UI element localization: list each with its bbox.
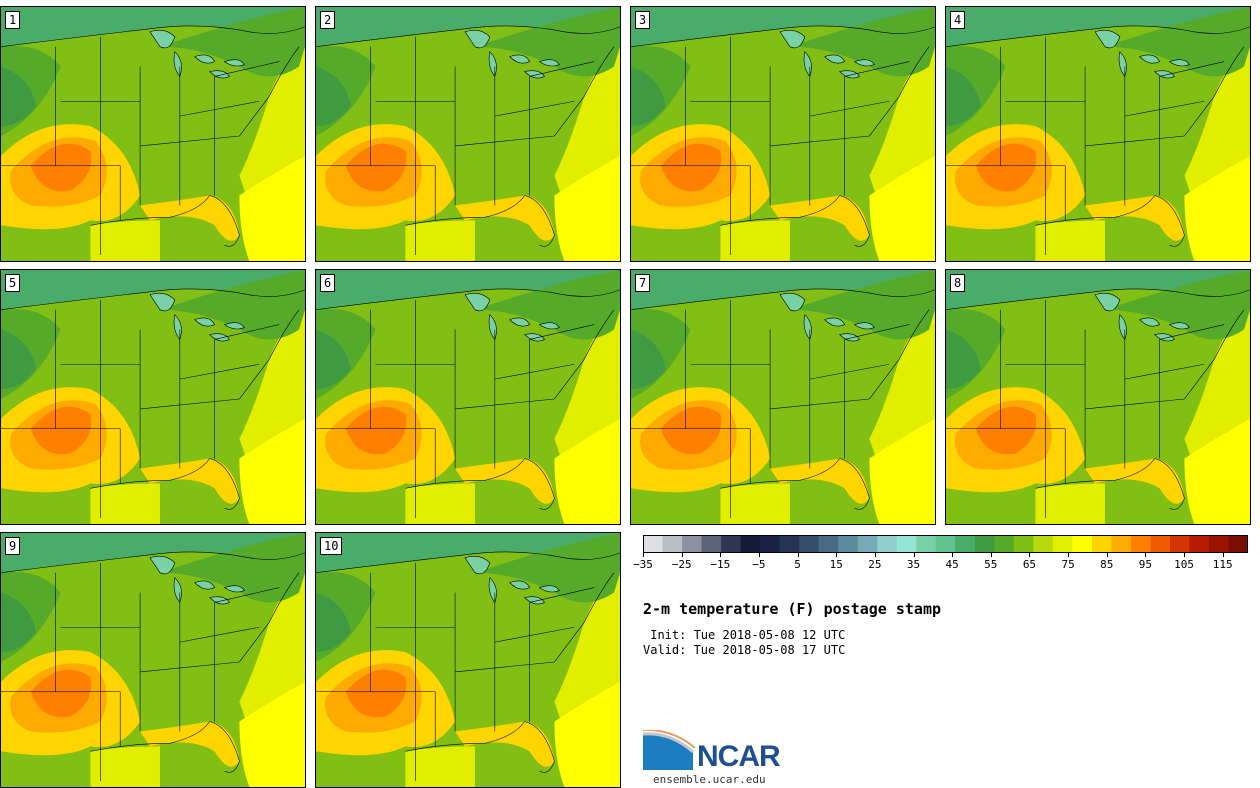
- colorbar-tick-mark: [1068, 553, 1070, 557]
- colorbar-swatch: [1111, 535, 1132, 553]
- colorbar-swatch: [779, 535, 800, 553]
- member-label: 6: [320, 274, 336, 292]
- colorbar-tick-label: 65: [1022, 558, 1037, 571]
- colorbar-swatch: [974, 535, 995, 553]
- member-label: 7: [635, 274, 651, 292]
- colorbar-tick-label: 55: [984, 558, 998, 571]
- colorbar-tick-label: 45: [945, 558, 959, 571]
- colorbar-swatch: [935, 535, 956, 553]
- colorbar-swatch: [1033, 535, 1054, 553]
- colorbar-tick-label: −35: [633, 558, 653, 571]
- colorbar-swatch: [643, 535, 664, 553]
- member-label: 10: [320, 537, 343, 555]
- member-label: 8: [950, 274, 966, 292]
- colorbar-tick-mark: [1222, 553, 1224, 557]
- ensemble-member-map-1: 1: [0, 6, 306, 262]
- colorbar-tick-label: 15: [829, 558, 843, 571]
- colorbar-swatch: [818, 535, 839, 553]
- colorbar-tick-label: 75: [1061, 558, 1075, 571]
- colorbar-tick-label: 85: [1100, 558, 1114, 571]
- colorbar-tick-mark: [913, 553, 915, 557]
- colorbar-tick-mark: [952, 553, 954, 557]
- colorbar-swatch: [721, 535, 742, 553]
- colorbar-tick-label: −5: [752, 558, 766, 571]
- colorbar-swatch: [857, 535, 878, 553]
- colorbar-tick-label: 25: [868, 558, 882, 571]
- member-label: 2: [320, 11, 336, 29]
- colorbar-swatch: [760, 535, 781, 553]
- colorbar-swatch: [877, 535, 898, 553]
- colorbar-swatch: [662, 535, 683, 553]
- ensemble-member-map-6: 6: [315, 269, 621, 525]
- ensemble-member-map-7: 7: [630, 269, 936, 525]
- colorbar-tick-mark: [1184, 553, 1186, 557]
- ensemble-member-map-5: 5: [0, 269, 306, 525]
- colorbar-tick-mark: [836, 553, 838, 557]
- colorbar-tick-mark: [1029, 553, 1031, 557]
- ensemble-member-map-8: 8: [945, 269, 1251, 525]
- member-label: 5: [5, 274, 21, 292]
- colorbar-swatch: [838, 535, 859, 553]
- colorbar-tick-mark: [758, 553, 760, 557]
- colorbar-tick-label: 105: [1174, 558, 1194, 571]
- colorbar-swatch: [896, 535, 917, 553]
- colorbar-tick-label: 35: [906, 558, 921, 571]
- member-label: 3: [635, 11, 651, 29]
- colorbar-tick-label: 115: [1212, 558, 1233, 571]
- temperature-colorbar: [643, 535, 1248, 553]
- colorbar-swatch: [1052, 535, 1073, 553]
- colorbar-swatch: [682, 535, 703, 553]
- colorbar-tick-mark: [1106, 553, 1108, 557]
- member-label: 1: [5, 11, 21, 29]
- colorbar-tick-mark: [874, 553, 876, 557]
- colorbar-tick-mark: [643, 553, 644, 557]
- colorbar-swatch: [1130, 535, 1151, 553]
- member-label: 9: [5, 537, 21, 555]
- colorbar-tick-mark: [1145, 553, 1147, 557]
- colorbar-tick-mark: [720, 553, 722, 557]
- colorbar-swatch: [1150, 535, 1171, 553]
- colorbar-tick-mark: [681, 553, 683, 557]
- colorbar-tick-label: 5: [794, 558, 801, 571]
- ensemble-member-map-4: 4: [945, 6, 1251, 262]
- colorbar-tick-label: −25: [671, 558, 692, 571]
- colorbar-tick-label: 95: [1138, 558, 1152, 571]
- member-label: 4: [950, 11, 966, 29]
- ensemble-url: ensemble.ucar.edu: [653, 773, 766, 786]
- colorbar-swatch: [1091, 535, 1112, 553]
- colorbar-swatch: [955, 535, 976, 553]
- ncar-logo-text: NCAR: [697, 740, 781, 773]
- ensemble-member-map-2: 2: [315, 6, 621, 262]
- colorbar-swatch: [701, 535, 722, 553]
- colorbar-tick-mark: [797, 553, 799, 557]
- ncar-logo: [643, 730, 696, 770]
- colorbar-swatch: [1013, 535, 1034, 553]
- colorbar-swatch: [1072, 535, 1093, 553]
- colorbar-swatch: [740, 535, 761, 553]
- colorbar-swatch: [1189, 535, 1210, 553]
- ensemble-member-map-9: 9: [0, 532, 306, 788]
- colorbar-tick-label: −15: [710, 558, 731, 571]
- ensemble-member-map-3: 3: [630, 6, 936, 262]
- colorbar-swatch: [994, 535, 1015, 553]
- colorbar-swatch: [1169, 535, 1190, 553]
- colorbar-swatch: [1228, 535, 1248, 553]
- colorbar-swatch: [1208, 535, 1229, 553]
- colorbar-tick-mark: [990, 553, 992, 557]
- ensemble-member-map-10: 10: [315, 532, 621, 788]
- init-time: Init: Tue 2018-05-08 12 UTC: [643, 628, 846, 642]
- colorbar-swatch: [799, 535, 820, 553]
- map-title: 2-m temperature (F) postage stamp: [643, 600, 942, 618]
- colorbar-swatch: [916, 535, 937, 553]
- valid-time: Valid: Tue 2018-05-08 17 UTC: [643, 643, 846, 657]
